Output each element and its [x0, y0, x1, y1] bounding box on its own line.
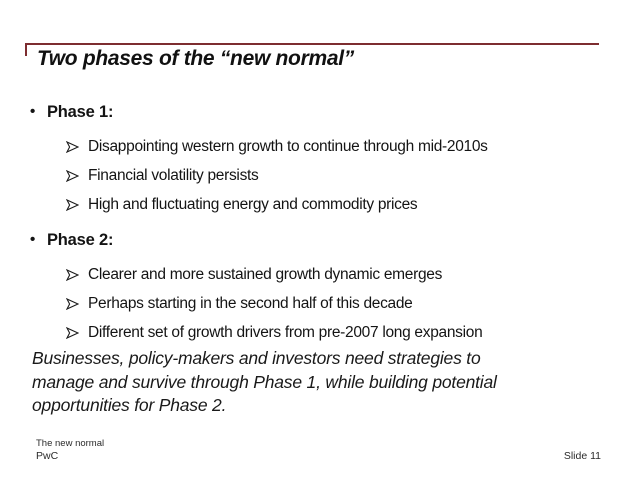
arrowhead-bullet-icon [66, 293, 88, 310]
arrowhead-bullet-icon [66, 165, 88, 182]
sub-bullet-text: Different set of growth drivers from pre… [88, 324, 483, 341]
footer-deck-title: The new normal [36, 438, 105, 449]
footer-slide-number: Slide 11 [563, 450, 601, 462]
bullet-phase-2: • Phase 2: [30, 229, 614, 251]
sub-bullet: Clearer and more sustained growth dynami… [66, 264, 614, 285]
footer-brand: PwC [36, 450, 59, 462]
sub-bullet-text: Financial volatility persists [88, 167, 259, 184]
title-accent-rule [25, 43, 599, 45]
bullet-label: Phase 2: [47, 231, 114, 249]
arrowhead-bullet-icon [66, 264, 88, 281]
arrowhead-bullet-icon [66, 136, 88, 153]
sub-bullet-text: High and fluctuating energy and commodit… [88, 196, 418, 213]
arrowhead-bullet-icon [66, 322, 88, 339]
sub-bullet: Perhaps starting in the second half of t… [66, 293, 614, 314]
sub-bullet: Disappointing western growth to continue… [66, 136, 614, 157]
summary-line: manage and survive through Phase 1, whil… [32, 371, 497, 392]
sub-bullet-text: Perhaps starting in the second half of t… [88, 295, 413, 312]
sub-bullet-text: Disappointing western growth to continue… [88, 138, 488, 155]
sub-bullet: Financial volatility persists [66, 165, 614, 186]
arrowhead-bullet-icon [66, 194, 88, 211]
slide-title: Two phases of the “new normal” [37, 47, 354, 70]
bullet-phase-1: • Phase 1: [30, 101, 614, 123]
summary-line: opportunities for Phase 2. [32, 395, 227, 415]
bullet-label: Phase 1: [47, 103, 114, 121]
sub-bullet: High and fluctuating energy and commodit… [66, 194, 614, 215]
sub-bullet-text: Clearer and more sustained growth dynami… [88, 266, 443, 283]
sub-bullet: Different set of growth drivers from pre… [66, 322, 614, 343]
summary-paragraph: Businesses, policy-makers and investors … [32, 347, 607, 418]
summary-line: Businesses, policy-makers and investors … [32, 348, 481, 368]
slide-body: • Phase 1: Disappointing western growth … [30, 101, 614, 343]
title-accent-corner-tick [25, 43, 27, 56]
round-bullet-icon: • [30, 103, 36, 120]
round-bullet-icon: • [30, 231, 36, 248]
